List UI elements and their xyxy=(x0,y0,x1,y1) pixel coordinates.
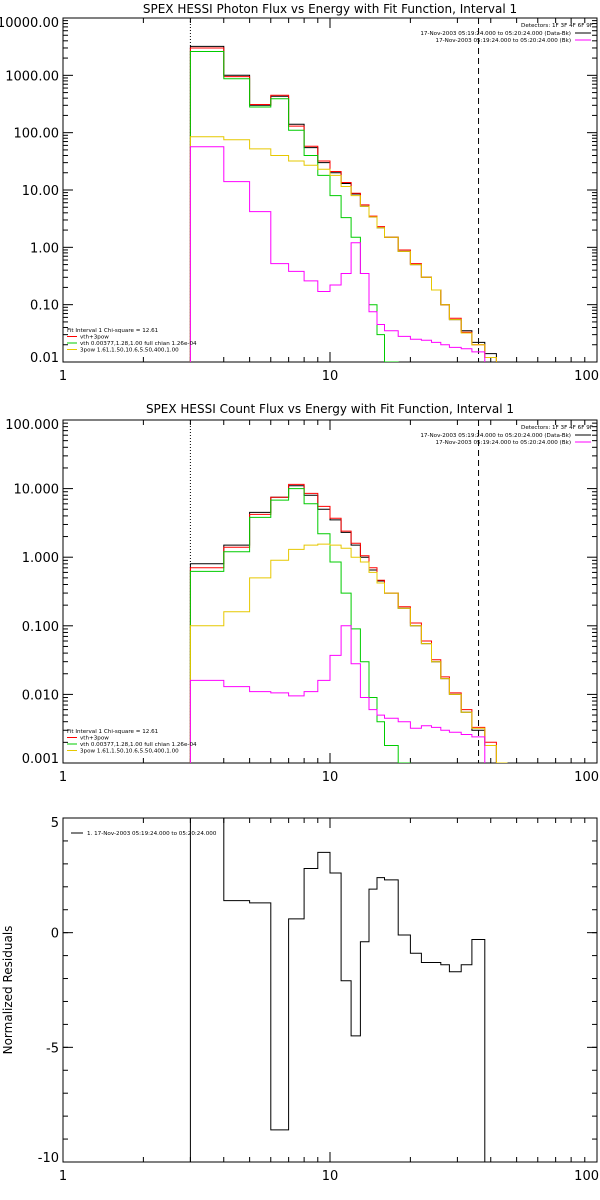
x-tick-label: 10 xyxy=(322,770,339,785)
fit-legend-header: Fit Interval 1 Chi-square = 12.61 xyxy=(67,729,159,735)
fit-legend-entry: 3pow 1.61,1.50,10.6,5.50,400,1.00 xyxy=(80,348,179,354)
x-tick-label: 10 xyxy=(322,1169,339,1184)
fit-legend-entry: vth 0.00377,1.28,1.00 full chian 1.26e-0… xyxy=(80,742,197,748)
fit-legend-entry: vth+3pow xyxy=(80,736,109,742)
x-tick-label: 100 xyxy=(574,369,599,384)
y-tick-label: 0.01 xyxy=(30,351,59,366)
y-tick-label: 1.00 xyxy=(30,241,59,256)
legend-entry: 1. 17-Nov-2003 05:19:24.000 to 05:20:24.… xyxy=(87,831,217,837)
y-tick-label: 100.000 xyxy=(5,418,59,433)
x-tick-label: 10 xyxy=(322,369,339,384)
x-tick-label: 100 xyxy=(574,770,599,785)
chart-title: SPEX HESSI Photon Flux vs Energy with Fi… xyxy=(143,2,517,16)
fit-legend-entry: vth+3pow xyxy=(80,335,109,341)
y-tick-label: -5 xyxy=(46,1041,59,1056)
y-tick-label: -10 xyxy=(38,1151,59,1166)
y-tick-label: 0.10 xyxy=(30,299,59,314)
legend-entry: 17-Nov-2003 05:19:24.000 to 05:20:24.000… xyxy=(420,433,571,439)
series-3-line xyxy=(189,543,508,763)
y-tick-label: 1000.00 xyxy=(5,69,59,84)
series-4-line xyxy=(189,146,486,362)
x-tick-label: 1 xyxy=(59,1169,67,1184)
x-tick-label: 1 xyxy=(59,369,67,384)
y-tick-label: 1.000 xyxy=(22,551,59,566)
plot-frame xyxy=(62,419,598,764)
y-tick-label: 10000.00 xyxy=(0,16,59,31)
fit-legend-entry: vth 0.00377,1.28,1.00 full chian 1.26e-0… xyxy=(80,341,197,347)
y-tick-label: 100.00 xyxy=(14,127,60,142)
y-tick-label: 10.00 xyxy=(22,184,59,199)
fit-legend-header: Fit Interval 1 Chi-square = 12.61 xyxy=(67,328,159,334)
series-0-line xyxy=(189,818,486,1162)
series-2-line xyxy=(189,51,399,362)
legend-entry: 17-Nov-2003 05:19:24.000 to 05:20:24.000… xyxy=(420,31,571,37)
legend-header: Detectors: 1F 3F 4F 6F 9F xyxy=(521,23,593,29)
residuals-panel: Normalized Residuals 1 10 100 -10 -5 0 5 1. 17-N… xyxy=(1,816,599,1184)
x-tick-label: 100 xyxy=(574,1169,599,1184)
y-axis-label: Normalized Residuals xyxy=(1,926,15,1055)
y-tick-label: 5 xyxy=(51,816,59,831)
series-4-line xyxy=(189,625,486,763)
legend-entry: 17-Nov-2003 05:19:24.000 to 05:20:24.000… xyxy=(436,440,571,446)
y-tick-label: 10.000 xyxy=(14,483,60,498)
x-tick-label: 1 xyxy=(59,770,67,785)
series-0-line xyxy=(189,45,497,362)
y-tick-label: 0.001 xyxy=(22,752,59,767)
chart-title: SPEX HESSI Count Flux vs Energy with Fit… xyxy=(146,402,514,416)
y-tick-label: 0.010 xyxy=(22,688,59,703)
series-1-line xyxy=(189,483,497,763)
series-1-line xyxy=(189,47,497,362)
y-tick-label: 0.100 xyxy=(22,620,59,635)
y-tick-label: 0 xyxy=(51,927,59,942)
series-3-line xyxy=(189,136,497,362)
fit-legend-entry: 3pow 1.61,1.50,10.6,5.50,400,1.00 xyxy=(80,749,179,755)
legend-header: Detectors: 1F 3F 4F 6F 9F xyxy=(521,425,593,431)
count-flux-panel: SPEX HESSI Count Flux vs Energy with Fit… xyxy=(5,402,599,785)
series-2-line xyxy=(189,488,411,763)
legend-entry: 17-Nov-2003 05:19:24.000 to 05:20:24.000… xyxy=(436,38,571,44)
photon-flux-panel: SPEX HESSI Photon Flux vs Energy with Fi… xyxy=(0,2,599,384)
